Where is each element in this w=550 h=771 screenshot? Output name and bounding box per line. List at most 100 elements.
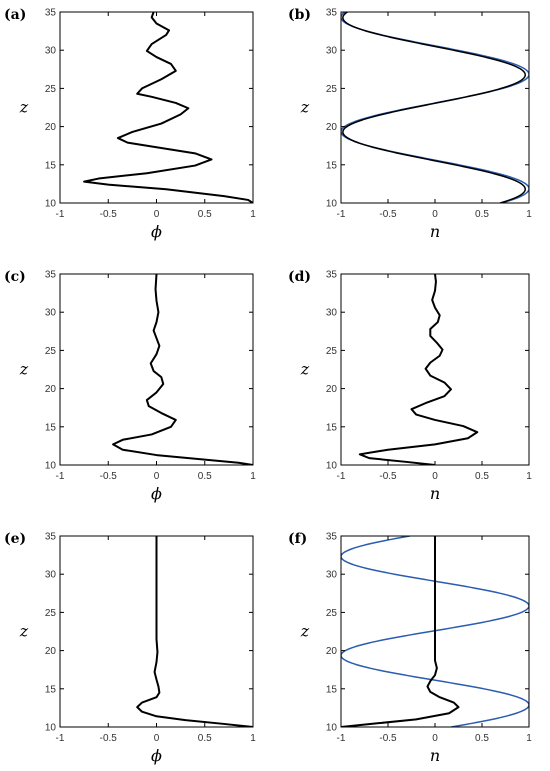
y-tick-label: 30 xyxy=(326,46,338,57)
y-tick-label: 10 xyxy=(45,723,57,734)
y-tick-label: 10 xyxy=(326,461,338,472)
y-tick-label: 25 xyxy=(45,608,57,619)
y-tick-label: 10 xyxy=(45,199,57,210)
series-line-1 xyxy=(136,536,253,727)
y-tick-label: 35 xyxy=(326,8,338,19)
x-tick-label: 0.5 xyxy=(475,209,489,220)
y-axis-title: z xyxy=(19,360,29,379)
x-tick-label: -0.5 xyxy=(100,733,118,744)
y-tick-label: 15 xyxy=(45,684,57,695)
x-tick-label: 1 xyxy=(526,471,532,482)
panel-e: (e) -1 -0.5 0 0.5 1 10 15 20 25 30 35 ϕ z xyxy=(4,531,256,765)
y-tick-label: 25 xyxy=(326,608,338,619)
series-line-1 xyxy=(341,12,529,203)
y-tick-label: 10 xyxy=(326,199,338,210)
panel-label: (f) xyxy=(288,531,307,547)
panel-label: (c) xyxy=(4,269,26,285)
x-tick-label: 1 xyxy=(250,471,256,482)
y-tick-label: 15 xyxy=(326,684,338,695)
panel-c: (c) -1 -0.5 0 0.5 1 10 15 20 25 30 35 ϕ z xyxy=(4,269,256,503)
y-tick-label: 25 xyxy=(45,84,57,95)
x-tick-label: 1 xyxy=(526,733,532,744)
y-tick-label: 35 xyxy=(326,532,338,543)
y-tick-label: 25 xyxy=(326,346,338,357)
x-tick-label: -0.5 xyxy=(379,471,397,482)
y-tick-label: 20 xyxy=(45,122,57,133)
y-axis-title: z xyxy=(300,98,310,117)
panel-b: (b) -1 -0.5 0 0.5 1 10 15 20 25 30 35 n z xyxy=(288,7,532,241)
series-line-2 xyxy=(341,536,460,727)
x-axis-title: ϕ xyxy=(151,484,162,503)
x-axis-title: ϕ xyxy=(151,746,162,765)
x-tick-label: -1 xyxy=(337,471,346,482)
y-tick-label: 35 xyxy=(326,270,338,281)
y-tick-label: 10 xyxy=(45,461,57,472)
x-tick-label: 1 xyxy=(250,209,256,220)
panel-d: (d) -1 -0.5 0 0.5 1 10 15 20 25 30 35 n z xyxy=(288,269,532,503)
series-line-1 xyxy=(358,274,479,465)
x-tick-label: 1 xyxy=(526,209,532,220)
panel-a: (a) -1 -0.5 0 0.5 1 10 15 20 25 30 35 ϕ z xyxy=(4,7,256,241)
x-tick-label: 0 xyxy=(154,209,160,220)
y-tick-label: 20 xyxy=(326,122,338,133)
series-line-1 xyxy=(112,274,253,465)
x-tick-label: -0.5 xyxy=(100,471,118,482)
x-tick-label: 0 xyxy=(432,471,438,482)
y-tick-label: 15 xyxy=(45,422,57,433)
x-tick-label: 0.5 xyxy=(198,471,212,482)
x-axis-title: n xyxy=(430,746,440,765)
x-axis-title: n xyxy=(430,222,440,241)
x-tick-label: -1 xyxy=(56,209,65,220)
y-tick-label: 20 xyxy=(45,384,57,395)
x-tick-label: 0 xyxy=(432,209,438,220)
panel-f: (f) -1 -0.5 0 0.5 1 10 15 20 25 30 35 n z xyxy=(288,531,532,765)
y-axis-title: z xyxy=(300,622,310,641)
y-tick-label: 15 xyxy=(326,160,338,171)
x-axis-title: n xyxy=(430,484,440,503)
x-tick-label: -0.5 xyxy=(379,733,397,744)
y-tick-label: 15 xyxy=(45,160,57,171)
x-axis-title: ϕ xyxy=(151,222,162,241)
series-line-1 xyxy=(341,536,529,727)
x-tick-label: -0.5 xyxy=(379,209,397,220)
y-tick-label: 25 xyxy=(326,84,338,95)
panel-label: (e) xyxy=(4,531,26,547)
y-tick-label: 20 xyxy=(45,646,57,657)
x-tick-label: -1 xyxy=(56,733,65,744)
x-tick-label: 0.5 xyxy=(475,471,489,482)
y-tick-label: 15 xyxy=(326,422,338,433)
x-tick-label: -0.5 xyxy=(100,209,118,220)
x-tick-label: 0.5 xyxy=(198,209,212,220)
plot-frame xyxy=(340,273,530,466)
y-tick-label: 35 xyxy=(45,532,57,543)
x-tick-label: -1 xyxy=(337,733,346,744)
x-tick-label: 1 xyxy=(250,733,256,744)
y-tick-label: 20 xyxy=(326,646,338,657)
y-tick-label: 30 xyxy=(45,570,57,581)
x-tick-label: 0 xyxy=(154,733,160,744)
y-axis-title: z xyxy=(19,98,29,117)
y-tick-label: 20 xyxy=(326,384,338,395)
x-tick-label: 0.5 xyxy=(198,733,212,744)
y-tick-label: 30 xyxy=(45,46,57,57)
y-tick-label: 25 xyxy=(45,346,57,357)
x-tick-label: 0 xyxy=(154,471,160,482)
panel-label: (b) xyxy=(288,7,311,23)
y-tick-label: 35 xyxy=(45,270,57,281)
x-tick-label: -1 xyxy=(56,471,65,482)
y-axis-title: z xyxy=(19,622,29,641)
x-tick-label: -1 xyxy=(337,209,346,220)
y-tick-label: 30 xyxy=(326,308,338,319)
x-tick-label: 0 xyxy=(432,733,438,744)
series-line-2 xyxy=(342,12,526,203)
series-line-1 xyxy=(83,12,253,203)
y-tick-label: 30 xyxy=(45,308,57,319)
panel-label: (d) xyxy=(288,269,311,285)
y-tick-label: 10 xyxy=(326,723,338,734)
y-tick-label: 35 xyxy=(45,8,57,19)
panel-label: (a) xyxy=(4,7,26,23)
y-axis-title: z xyxy=(300,360,310,379)
y-tick-label: 30 xyxy=(326,570,338,581)
x-tick-label: 0.5 xyxy=(475,733,489,744)
